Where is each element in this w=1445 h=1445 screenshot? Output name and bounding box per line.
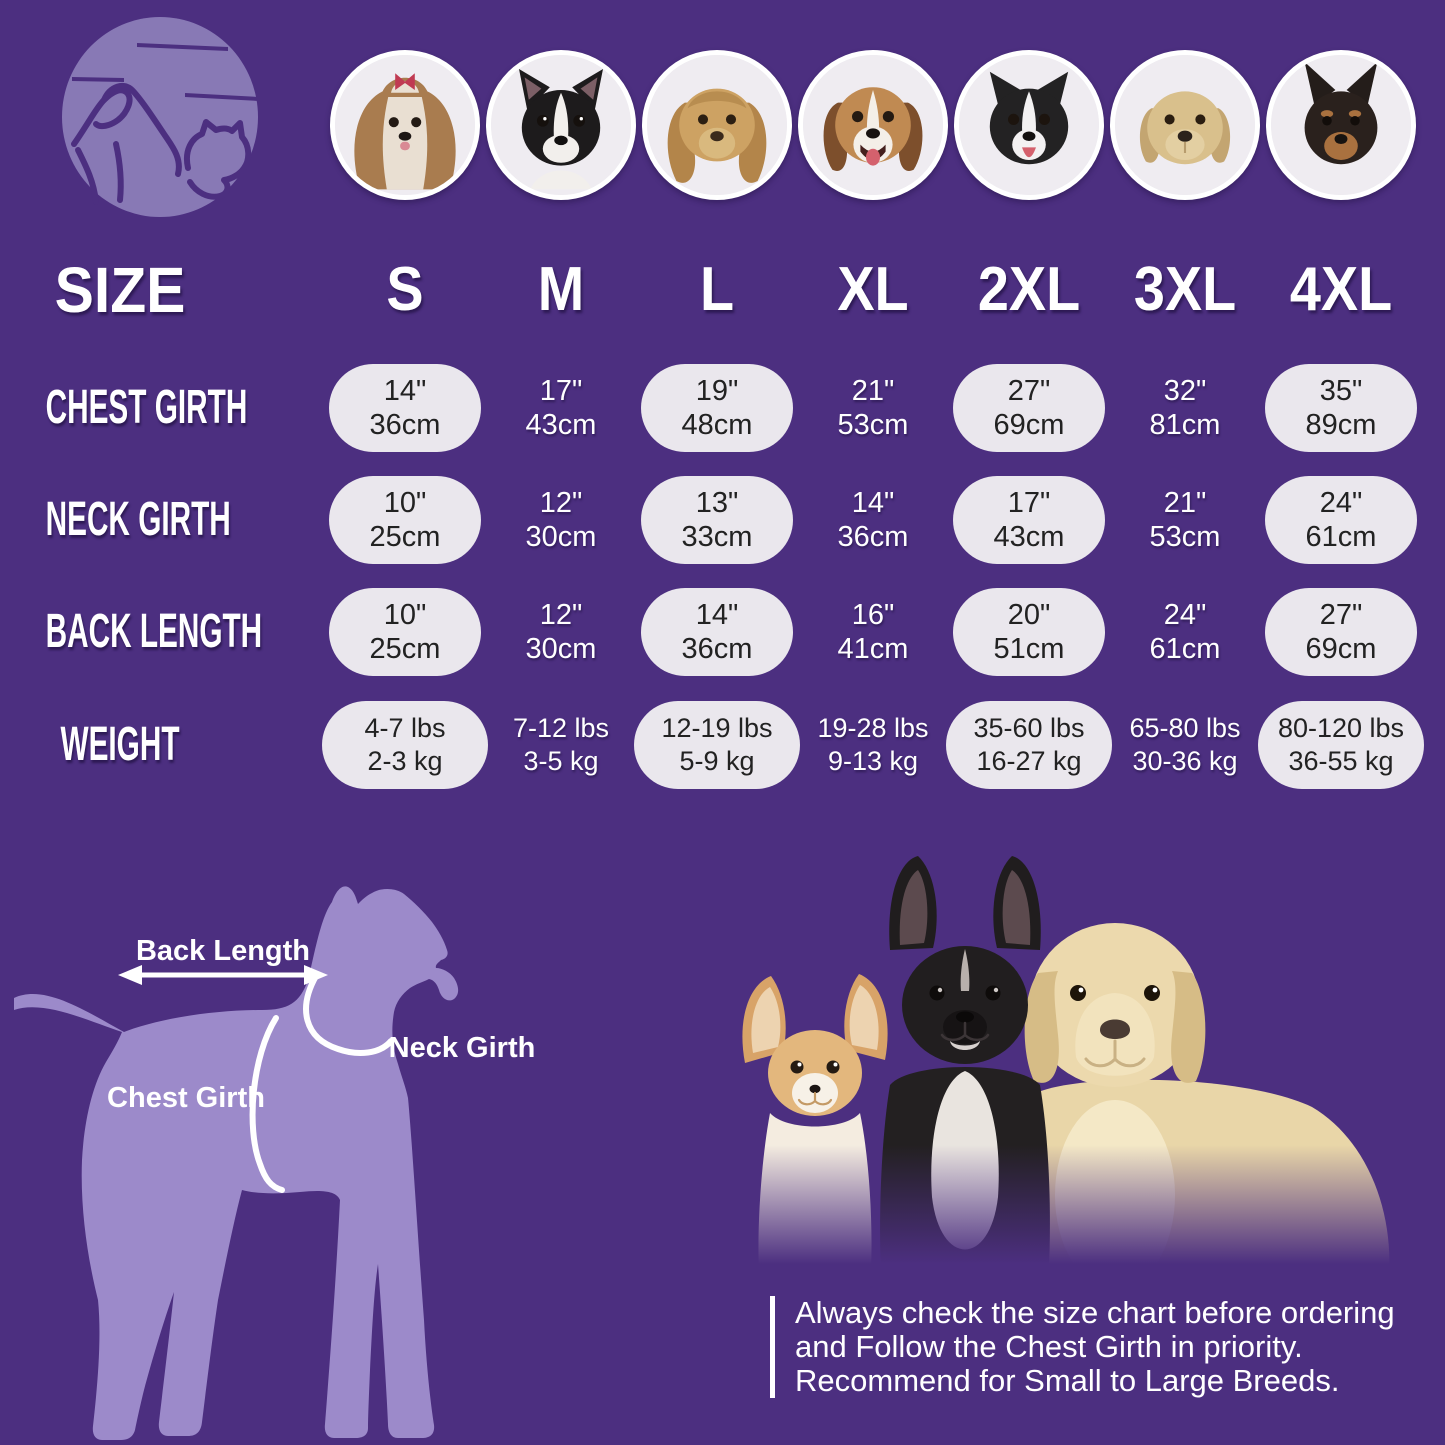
cell-chest-girth-2xl: 27" 69cm	[953, 364, 1105, 452]
bottom-fade-overlay	[740, 1145, 1445, 1285]
column-header-4xl: 4XL	[1289, 255, 1393, 324]
row-label-neck-girth: NECK GIRTH	[45, 493, 231, 546]
column-header-m: M	[537, 255, 585, 324]
cell-back-length-m: 12" 30cm	[525, 599, 597, 665]
sizing-note: Always check the size chart before order…	[770, 1296, 1395, 1398]
column-header-3xl: 3XL	[1133, 255, 1237, 324]
cell-back-length-xl: 16" 41cm	[837, 599, 909, 665]
row-label-back-length: BACK LENGTH	[45, 605, 263, 658]
cell-weight-3xl: 65-80 lbs 30-36 kg	[1129, 713, 1241, 776]
cell-neck-girth-3xl: 21" 53cm	[1149, 487, 1221, 553]
column-header-s: S	[386, 255, 424, 324]
pet-brand-logo	[60, 16, 260, 220]
measurement-diagram: Back Length Neck Girth Chest Girth	[0, 860, 760, 1445]
cell-weight-xl: 19-28 lbs 9-13 kg	[817, 713, 929, 776]
size-column-header: SIZE	[54, 254, 186, 326]
beagle-photo	[798, 50, 948, 200]
cell-weight-m: 7-12 lbs 3-5 kg	[512, 713, 610, 776]
border-collie-photo	[954, 50, 1104, 200]
shih-tzu-photo	[330, 50, 480, 200]
cell-chest-girth-m: 17" 43cm	[525, 375, 597, 441]
row-label-weight: WEIGHT	[60, 718, 180, 771]
column-header-l: L	[699, 255, 735, 324]
dog-cat-logo-icon	[62, 17, 259, 217]
cell-back-length-2xl: 20" 51cm	[953, 588, 1105, 676]
cell-weight-s: 4-7 lbs 2-3 kg	[322, 701, 488, 789]
cell-neck-girth-s: 10" 25cm	[329, 476, 481, 564]
cell-back-length-3xl: 24" 61cm	[1149, 599, 1221, 665]
cell-chest-girth-l: 19" 48cm	[641, 364, 793, 452]
dog-silhouette	[14, 886, 459, 1440]
cell-neck-girth-l: 13" 33cm	[641, 476, 793, 564]
cell-neck-girth-2xl: 17" 43cm	[953, 476, 1105, 564]
column-header-2xl: 2XL	[977, 255, 1081, 324]
cell-weight-l: 12-19 lbs 5-9 kg	[634, 701, 800, 789]
cell-back-length-l: 14" 36cm	[641, 588, 793, 676]
chest-girth-label: Chest Girth	[107, 1082, 265, 1114]
cell-back-length-4xl: 27" 69cm	[1265, 588, 1417, 676]
cell-chest-girth-4xl: 35" 89cm	[1265, 364, 1417, 452]
cell-neck-girth-xl: 14" 36cm	[837, 487, 909, 553]
row-label-chest-girth: CHEST GIRTH	[45, 381, 248, 434]
cell-weight-2xl: 35-60 lbs 16-27 kg	[946, 701, 1112, 789]
column-header-xl: XL	[837, 255, 909, 324]
labrador-photo	[1110, 50, 1260, 200]
cell-back-length-s: 10" 25cm	[329, 588, 481, 676]
cell-chest-girth-3xl: 32" 81cm	[1149, 375, 1221, 441]
dog-silhouette-diagram: Back Length Neck Girth Chest Girth	[14, 886, 536, 1440]
cell-weight-4xl: 80-120 lbs 36-55 kg	[1258, 701, 1424, 789]
doberman-photo	[1266, 50, 1416, 200]
back-length-label: Back Length	[136, 935, 310, 967]
note-line-1: Always check the size chart before order…	[795, 1295, 1395, 1330]
note-divider-bar	[770, 1296, 775, 1398]
cocker-spaniel-photo	[642, 50, 792, 200]
cell-neck-girth-m: 12" 30cm	[525, 487, 597, 553]
boston-terrier-photo	[486, 50, 636, 200]
three-dogs-photo	[740, 845, 1445, 1290]
neck-girth-label: Neck Girth	[389, 1032, 536, 1064]
neck-girth-curve	[303, 973, 394, 1056]
chest-girth-curve	[249, 1015, 285, 1193]
cell-neck-girth-4xl: 24" 61cm	[1265, 476, 1417, 564]
note-line-3: Recommend for Small to Large Breeds.	[795, 1363, 1340, 1398]
note-line-2: and Follow the Chest Girth in priority.	[795, 1329, 1303, 1364]
arrowhead-left	[118, 965, 142, 985]
cell-chest-girth-s: 14" 36cm	[329, 364, 481, 452]
cell-chest-girth-xl: 21" 53cm	[837, 375, 909, 441]
